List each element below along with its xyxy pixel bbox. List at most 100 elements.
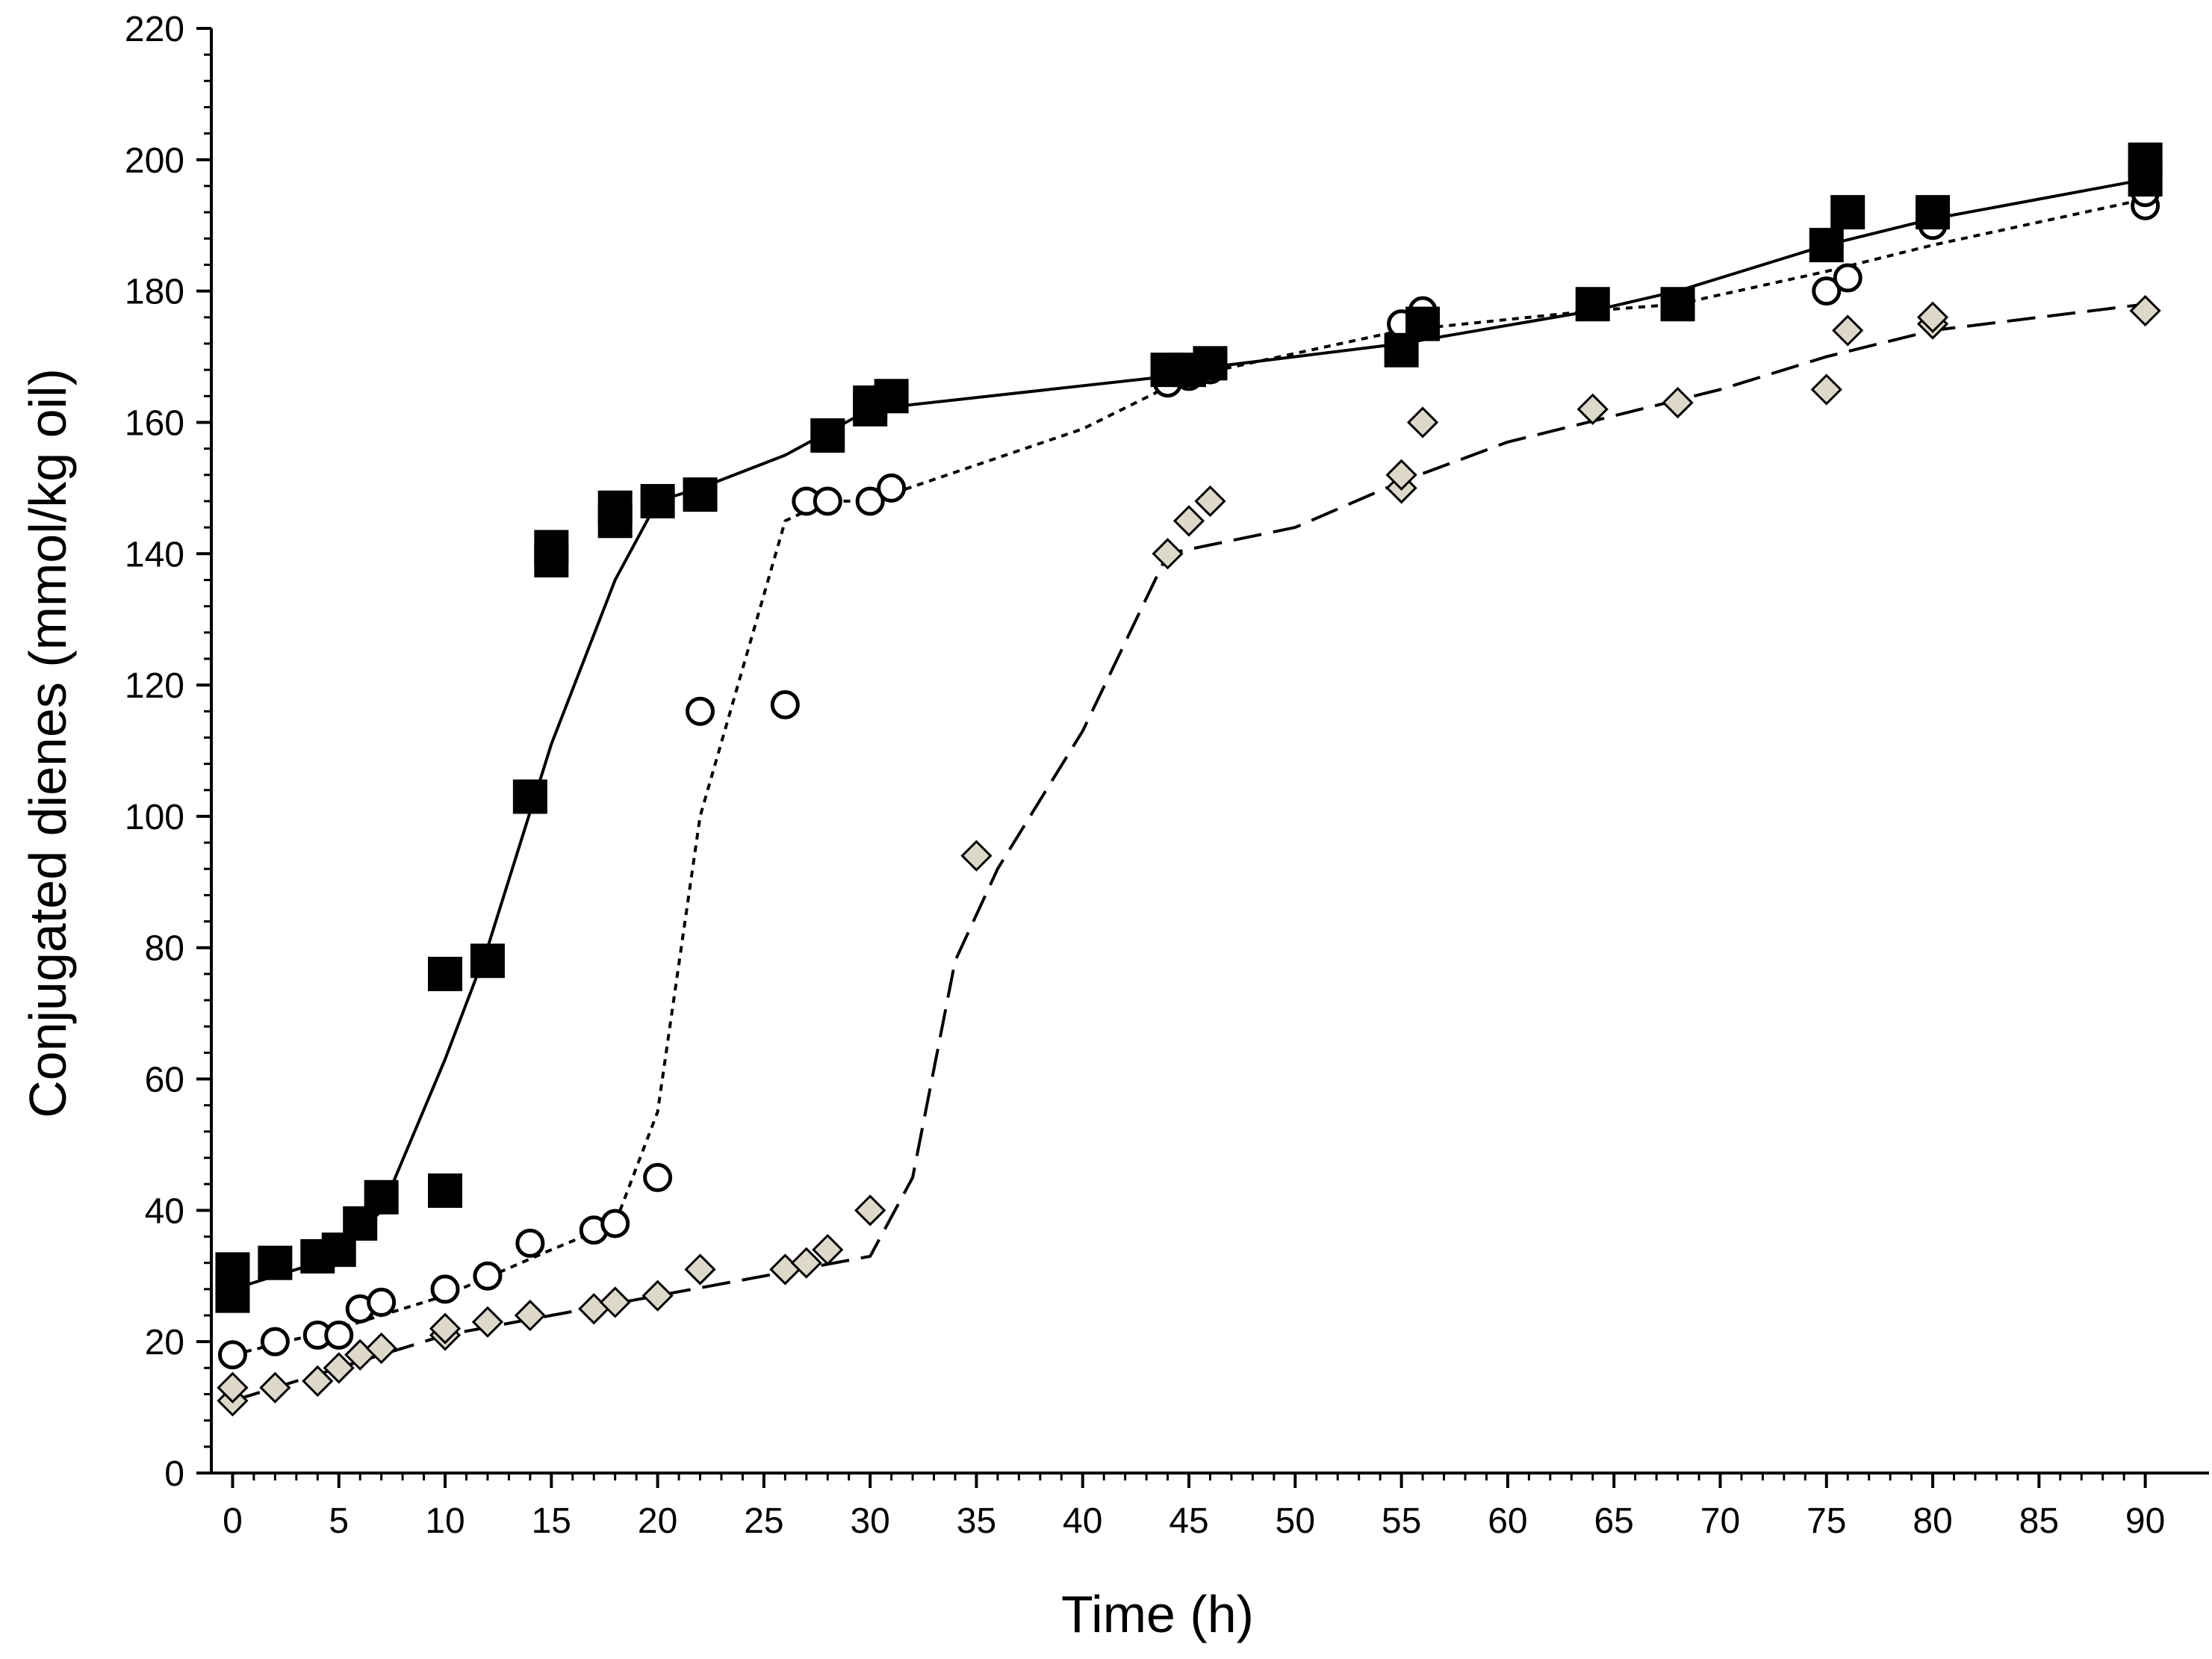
square-marker bbox=[428, 956, 463, 991]
square-marker bbox=[683, 477, 718, 512]
diamond-marker bbox=[1152, 538, 1184, 570]
circle-marker bbox=[260, 1327, 290, 1356]
circle-marker bbox=[217, 1340, 247, 1370]
x-tick-label: 90 bbox=[2125, 1501, 2165, 1541]
diamond-marker bbox=[1662, 386, 1694, 419]
x-tick-label: 30 bbox=[850, 1501, 889, 1541]
square-marker bbox=[1916, 195, 1951, 230]
square-marker bbox=[364, 1179, 399, 1215]
diamond-marker bbox=[259, 1371, 291, 1404]
axes: 0 20 40 60 80 100 120 140 160 180 200 220 0 5 10 15 20 25… bbox=[125, 10, 2209, 1541]
circle-marker bbox=[1812, 276, 1842, 306]
diamond-marker bbox=[790, 1247, 822, 1279]
square-marker bbox=[1830, 195, 1865, 230]
x-tick-label: 10 bbox=[425, 1501, 465, 1541]
fit-line-circle bbox=[232, 197, 2146, 1356]
diamond-marker bbox=[641, 1280, 674, 1312]
y-tick-label: 20 bbox=[145, 1323, 184, 1362]
data-markers bbox=[215, 142, 2163, 1417]
diamond-marker bbox=[1172, 505, 1205, 537]
y-tick-label: 40 bbox=[145, 1191, 184, 1231]
x-tick-label: 75 bbox=[1806, 1501, 1846, 1541]
y-tick-label: 140 bbox=[125, 535, 184, 574]
circle-marker bbox=[430, 1274, 460, 1304]
square-marker bbox=[1575, 287, 1610, 322]
x-tick-label: 20 bbox=[638, 1501, 677, 1541]
x-tick-label: 55 bbox=[1382, 1501, 1421, 1541]
square-marker bbox=[1405, 306, 1441, 341]
y-tick-label: 0 bbox=[164, 1454, 184, 1494]
y-tick-label: 200 bbox=[125, 141, 184, 181]
x-tick-label: 45 bbox=[1169, 1501, 1208, 1541]
circle-marker bbox=[643, 1162, 673, 1192]
circle-marker bbox=[877, 473, 907, 503]
y-tick-label: 100 bbox=[125, 798, 184, 837]
circle-marker bbox=[770, 689, 800, 719]
diamond-marker bbox=[365, 1332, 397, 1365]
x-tick-label: 35 bbox=[957, 1501, 996, 1541]
circle-marker bbox=[367, 1287, 397, 1317]
square-marker bbox=[874, 379, 909, 414]
diamond-marker bbox=[302, 1365, 334, 1398]
x-tick-label: 65 bbox=[1594, 1501, 1633, 1541]
circle-marker bbox=[686, 696, 715, 726]
circle-marker bbox=[813, 486, 842, 516]
square-marker bbox=[215, 1252, 250, 1287]
x-axis-title: Time (h) bbox=[1061, 1585, 1254, 1643]
diamond-marker bbox=[812, 1233, 844, 1266]
diamond-marker bbox=[1916, 301, 1949, 333]
diamond-marker bbox=[471, 1306, 504, 1338]
diamond-marker bbox=[217, 1371, 249, 1404]
x-tick-label: 50 bbox=[1276, 1501, 1315, 1541]
square-marker bbox=[1660, 287, 1695, 322]
square-marker bbox=[258, 1245, 293, 1280]
diamond-marker bbox=[1810, 373, 1842, 406]
y-tick-label: 60 bbox=[145, 1061, 184, 1100]
square-marker bbox=[2128, 142, 2163, 177]
x-tick-label: 80 bbox=[1913, 1501, 1952, 1541]
diamond-marker bbox=[1385, 459, 1417, 491]
diamond-marker bbox=[514, 1299, 546, 1332]
circle-marker bbox=[324, 1320, 354, 1350]
diamond-marker bbox=[323, 1352, 355, 1384]
circle-marker bbox=[515, 1228, 545, 1258]
square-marker bbox=[640, 483, 675, 518]
diamond-marker bbox=[960, 840, 992, 872]
diamond-marker bbox=[1832, 314, 1864, 347]
square-marker bbox=[534, 530, 569, 565]
diamond-marker bbox=[854, 1194, 886, 1227]
x-tick-label: 70 bbox=[1700, 1501, 1740, 1541]
y-tick-label: 80 bbox=[145, 929, 184, 969]
x-tick-label: 25 bbox=[744, 1501, 783, 1541]
diamond-marker bbox=[429, 1312, 462, 1345]
diamond-marker bbox=[1576, 393, 1609, 425]
x-tick-label: 85 bbox=[2019, 1501, 2059, 1541]
y-axis-title: Conjugated dienes (mmol/kg oil) bbox=[19, 368, 77, 1118]
x-tick-label: 40 bbox=[1063, 1501, 1102, 1541]
circle-marker bbox=[855, 486, 885, 516]
x-tick-label: 60 bbox=[1488, 1501, 1527, 1541]
diamond-marker bbox=[1406, 406, 1439, 438]
circle-marker bbox=[1833, 263, 1863, 293]
square-marker bbox=[1809, 228, 1844, 263]
diamond-marker bbox=[599, 1286, 631, 1318]
circle-marker bbox=[473, 1261, 503, 1291]
square-marker bbox=[1193, 346, 1228, 381]
y-tick-label: 160 bbox=[125, 403, 184, 443]
diamond-marker bbox=[2129, 294, 2161, 327]
square-marker bbox=[512, 779, 547, 814]
x-tick-label: 0 bbox=[223, 1501, 243, 1541]
diamond-marker bbox=[1194, 485, 1226, 518]
y-tick-label: 180 bbox=[125, 273, 184, 312]
square-marker bbox=[428, 1173, 463, 1208]
square-marker bbox=[597, 490, 633, 525]
square-marker bbox=[470, 943, 505, 979]
x-tick-label: 5 bbox=[329, 1501, 349, 1541]
x-tick-label: 15 bbox=[532, 1501, 571, 1541]
y-tick-label: 220 bbox=[125, 10, 184, 49]
square-marker bbox=[810, 418, 845, 453]
diamond-marker bbox=[684, 1253, 716, 1286]
y-tick-label: 120 bbox=[125, 666, 184, 706]
